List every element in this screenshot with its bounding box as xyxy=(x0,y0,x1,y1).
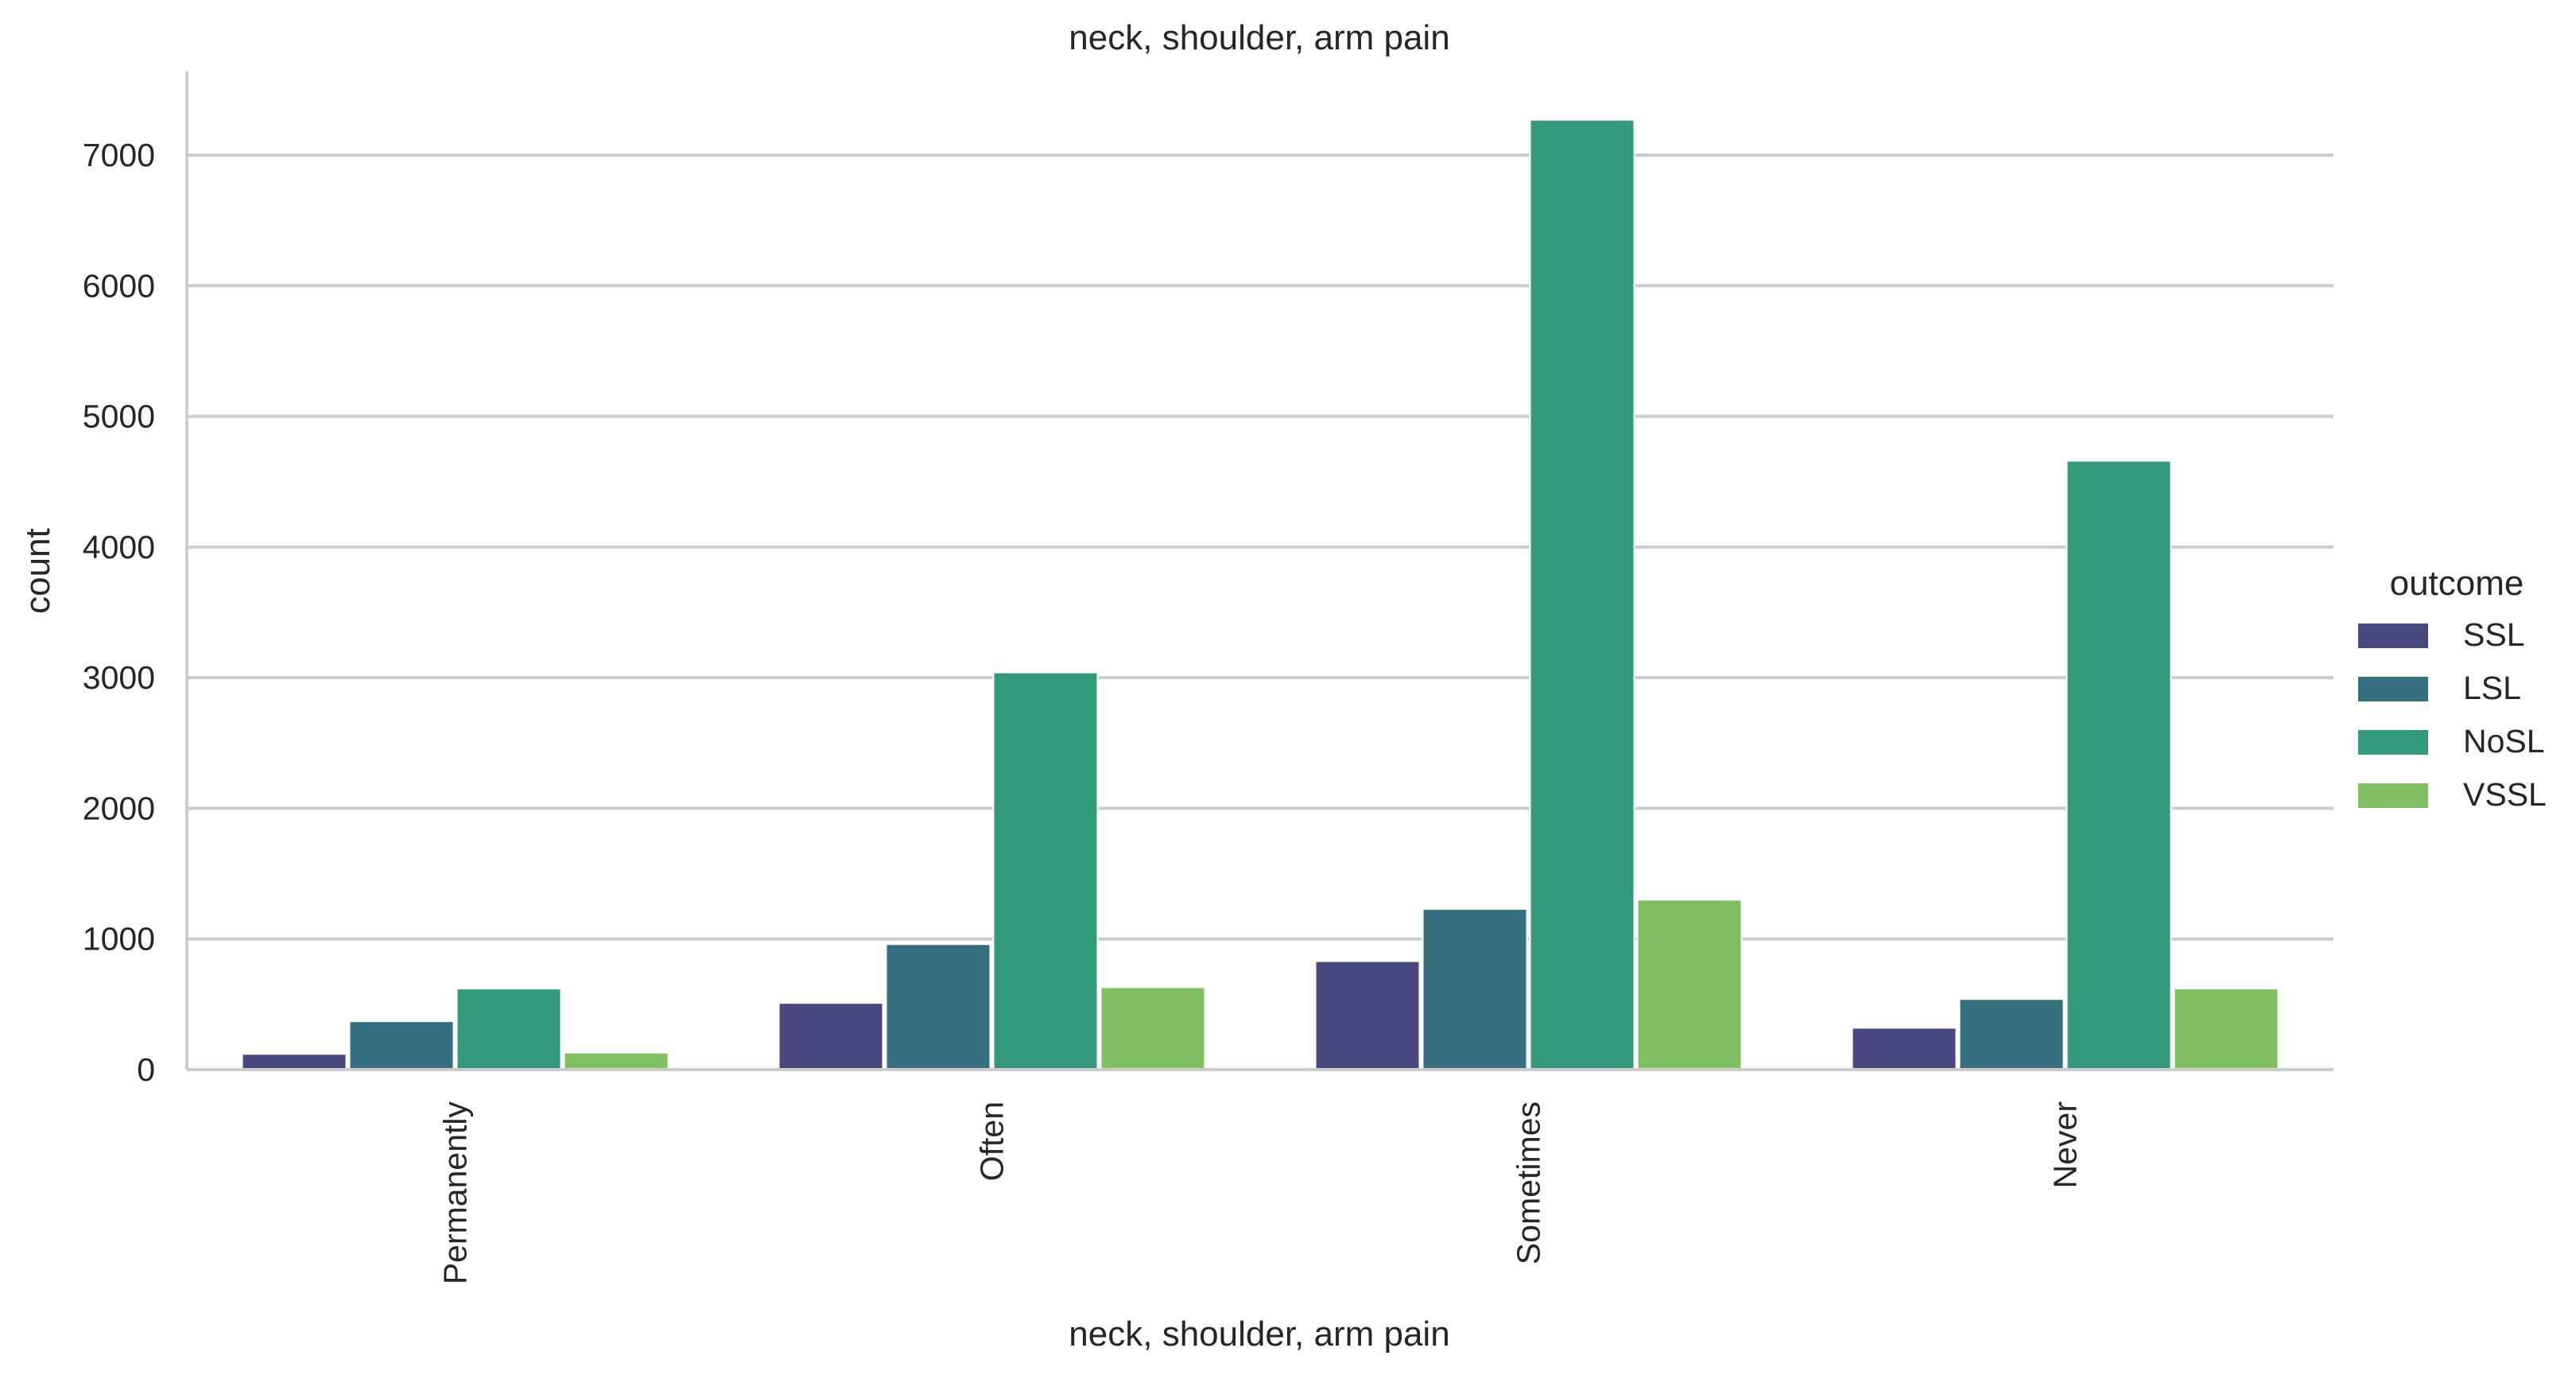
y-tick-label: 5000 xyxy=(83,398,155,435)
bar xyxy=(1851,1027,1957,1071)
bar xyxy=(1636,899,1743,1071)
bars xyxy=(241,118,2279,1071)
legend-label: SSL xyxy=(2463,616,2525,653)
y-tick-label: 1000 xyxy=(83,921,155,957)
x-tick-label: Often xyxy=(974,1101,1011,1181)
legend-swatch xyxy=(2358,730,2428,755)
y-tick-label: 0 xyxy=(137,1051,155,1088)
bar xyxy=(885,943,991,1071)
legend-label: NoSL xyxy=(2463,723,2545,759)
bar xyxy=(563,1051,669,1070)
bar xyxy=(1958,998,2065,1071)
y-axis-title: count xyxy=(18,528,57,614)
y-tick-label: 7000 xyxy=(83,137,155,173)
legend: outcome SSL LSL NoSL VSSL xyxy=(2358,564,2547,813)
bar xyxy=(348,1020,455,1070)
x-axis-title: neck, shoulder, arm pain xyxy=(1069,1315,1449,1354)
bar xyxy=(456,988,562,1070)
legend-swatch xyxy=(2358,677,2428,701)
y-tick-label: 4000 xyxy=(83,529,155,565)
legend-label: VSSL xyxy=(2463,776,2547,813)
legend-label: LSL xyxy=(2463,670,2521,706)
bar xyxy=(1100,986,1206,1070)
x-tick-labels: Permanently Often Sometimes Never xyxy=(437,1101,2084,1285)
bar xyxy=(778,1002,884,1070)
bar xyxy=(1529,118,1635,1071)
legend-swatch xyxy=(2358,623,2428,648)
chart-title: neck, shoulder, arm pain xyxy=(1069,18,1449,57)
legend-title: outcome xyxy=(2390,564,2524,603)
y-tick-label: 6000 xyxy=(83,267,155,304)
legend-swatch xyxy=(2358,783,2428,808)
x-tick-label: Sometimes xyxy=(1511,1101,1547,1264)
bar xyxy=(241,1053,347,1071)
y-tick-label: 3000 xyxy=(83,659,155,696)
y-tick-labels: 0 1000 2000 3000 4000 5000 6000 7000 xyxy=(83,137,155,1088)
bar xyxy=(992,671,1099,1070)
y-tick-label: 2000 xyxy=(83,790,155,826)
bar xyxy=(1422,907,1528,1071)
bar xyxy=(1314,960,1421,1070)
x-tick-label: Permanently xyxy=(437,1101,474,1285)
bar xyxy=(2173,988,2279,1070)
bar xyxy=(2066,460,2172,1070)
gridlines xyxy=(187,153,2334,941)
x-tick-label: Never xyxy=(2047,1101,2084,1188)
